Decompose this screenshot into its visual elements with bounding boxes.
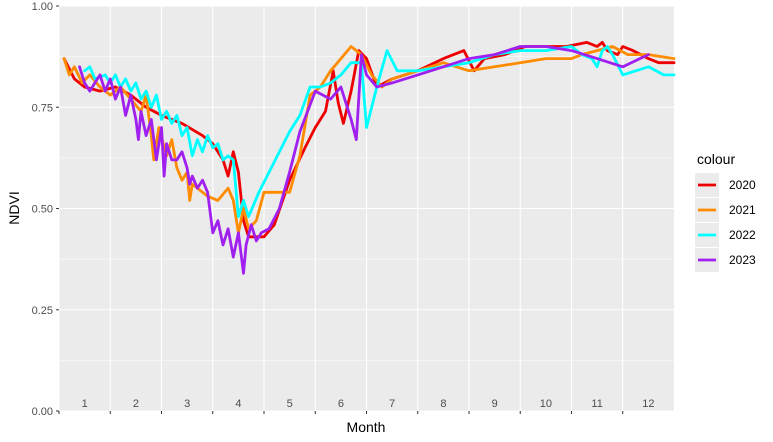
month-label: 10 bbox=[540, 398, 552, 410]
month-label: 4 bbox=[235, 398, 241, 410]
month-label: 12 bbox=[642, 398, 654, 410]
month-label: 8 bbox=[440, 398, 446, 410]
y-tick-label: 1.00 bbox=[32, 1, 53, 13]
x-axis-title: Month bbox=[347, 419, 386, 435]
legend-label-2020: 2020 bbox=[729, 178, 756, 192]
month-label: 9 bbox=[492, 398, 498, 410]
series-layer bbox=[62, 41, 676, 275]
month-label: 2 bbox=[133, 398, 139, 410]
legend-label-2022: 2022 bbox=[729, 228, 756, 242]
x-axis bbox=[58, 411, 624, 414]
month-label: 6 bbox=[338, 398, 344, 410]
month-labels: 1 2 3 4 5 6 7 8 9 10 11 12 bbox=[82, 398, 655, 410]
legend: colour 2020 2021 2022 2023 bbox=[695, 151, 756, 272]
legend-label-2023: 2023 bbox=[729, 253, 756, 267]
month-label: 7 bbox=[389, 398, 395, 410]
legend-label-2021: 2021 bbox=[729, 203, 756, 217]
series-line-2020 bbox=[62, 41, 676, 239]
y-tick-label: 0.25 bbox=[32, 305, 53, 317]
month-label: 3 bbox=[184, 398, 190, 410]
y-tick-label: 0.00 bbox=[32, 406, 53, 418]
y-axis: 0.00 0.25 0.50 0.75 1.00 bbox=[32, 1, 59, 418]
month-label: 1 bbox=[82, 398, 88, 410]
series-line-2023 bbox=[78, 45, 650, 275]
series-line-2021 bbox=[62, 45, 676, 235]
legend-title: colour bbox=[697, 151, 735, 167]
y-tick-label: 0.50 bbox=[32, 204, 53, 216]
month-label: 5 bbox=[287, 398, 293, 410]
y-tick-label: 0.75 bbox=[32, 102, 53, 114]
month-label: 11 bbox=[591, 398, 602, 410]
y-axis-title: NDVI bbox=[6, 191, 22, 224]
